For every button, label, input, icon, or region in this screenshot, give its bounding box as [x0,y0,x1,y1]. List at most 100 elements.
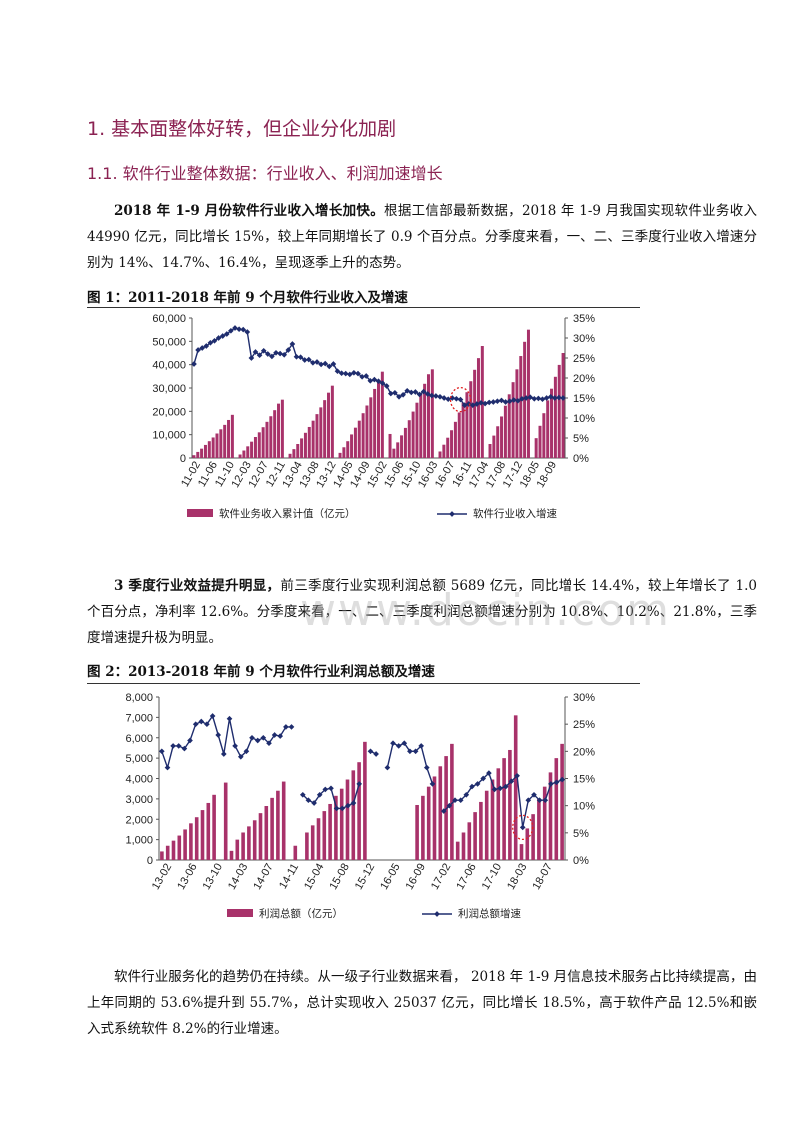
growth-point [469,402,476,409]
x-axis-tick-label: 15-12 [353,862,377,892]
annotation-circle [512,814,534,841]
bar [515,369,519,458]
growth-point [437,393,443,400]
bar [534,438,538,458]
bar [548,772,553,860]
growth-point [264,351,271,357]
bar [553,376,557,458]
bar [293,845,298,860]
bar [206,802,211,860]
growth-point [379,380,386,387]
bar [292,449,296,458]
bar [369,397,373,458]
bar [219,429,223,458]
figure-1-rule [87,307,640,308]
growth-point [527,394,534,401]
bar [257,432,261,458]
growth-point [453,395,460,402]
left-axis-tick-label: 2,000 [125,814,153,826]
bar [351,770,356,860]
bar [537,798,541,861]
growth-point [400,391,406,398]
growth-point [220,751,227,757]
left-axis-tick-label: 1,000 [125,835,153,847]
growth-point [338,370,345,377]
bar [496,768,501,860]
bar [377,380,380,458]
bar [546,400,550,458]
growth-point [392,389,398,396]
bar [189,823,193,860]
growth-point [506,398,513,405]
paragraph-2: 3 季度行业效益提升明显，前三季度行业实现利润总额 5689 亿元，同比增长 1… [87,573,757,651]
right-axis-tick-label: 20% [573,373,595,385]
x-axis-tick-label: 13-10 [201,862,225,892]
legend-line-label: 软件行业收入增速 [473,507,557,520]
bar [421,795,425,860]
bar [319,407,323,458]
bar [396,442,400,458]
bar [538,425,542,458]
bar [265,421,269,458]
growth-point [559,776,566,783]
bar [519,844,524,860]
growth-point [209,713,216,719]
bar [455,841,460,860]
bar [273,410,277,458]
growth-point [342,370,349,377]
growth-point [384,764,391,771]
bar [526,329,530,458]
heading-1-1: 1.1. 软件行业整体数据：行业收入、利润加速增长 [87,164,443,183]
growth-point [363,373,370,379]
bar [160,851,164,860]
figure-2-caption: 图 2：2013-2018 年前 9 个月软件行业利润总额及增速 [87,664,435,680]
left-axis-tick-label: 50,000 [152,336,186,348]
bar [492,435,496,458]
right-axis-tick-label: 5% [573,433,589,445]
bar [269,416,273,458]
bar [403,427,407,458]
bar [554,758,559,861]
bar [531,814,535,860]
bar [550,388,554,458]
bar [194,817,199,860]
growth-point [367,377,374,384]
legend-bar-label: 利润总额（亿元） [259,907,343,920]
bar [200,810,205,860]
growth-point [478,399,484,406]
bar [280,399,284,458]
growth-point [494,398,501,405]
bar [419,393,423,458]
growth-point [387,390,394,397]
bar [467,822,472,860]
bar [211,437,215,458]
bar [453,421,457,458]
bar [353,427,357,458]
growth-point [170,743,176,749]
left-axis-tick-label: 6,000 [125,733,153,745]
growth-point [359,373,365,380]
growth-point [164,764,171,771]
heading-1: 1. 基本面整体好转，但企业分化加剧 [87,118,397,140]
right-axis-tick-label: 30% [573,692,595,704]
bar [450,743,454,860]
x-axis-tick-label: 14-07 [251,862,275,892]
figure-1-caption: 图 1：2011-2018 年前 9 个月软件行业收入及增速 [87,290,408,306]
bar [488,444,492,458]
bar [246,446,250,458]
bar [307,426,311,458]
bar [305,832,309,860]
bar [484,790,489,860]
bar [207,441,211,458]
bar [523,341,527,458]
left-axis-tick-label: 40,000 [152,360,186,372]
bar [519,356,523,458]
legend-line-label: 利润总额增速 [458,907,521,920]
bar [327,392,331,458]
paragraph-1: 2018 年 1-9 月份软件行业收入增长加快。根据工信部最新数据，2018 年… [87,198,757,276]
bar [479,801,483,860]
bar [328,803,332,860]
growth-point [322,360,329,367]
right-axis-tick-label: 10% [573,413,595,425]
growth-point [215,732,222,738]
